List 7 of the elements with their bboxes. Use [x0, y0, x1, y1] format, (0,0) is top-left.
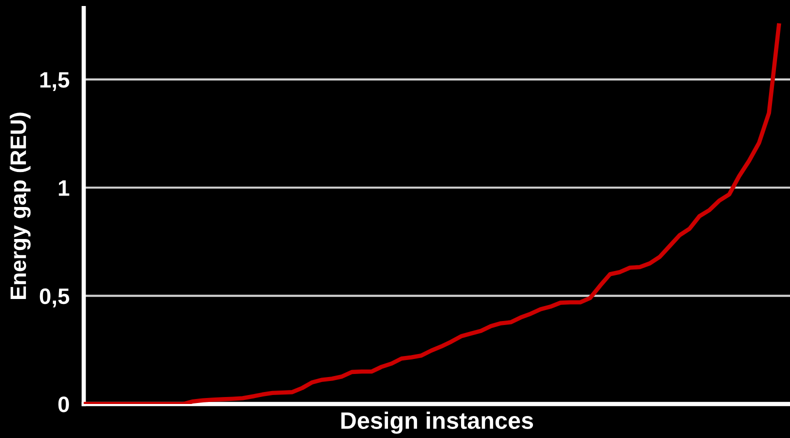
y-axis-title: Energy gap (REU) — [10, 112, 31, 299]
y-tick-label: 1,5 — [40, 72, 70, 91]
line-series — [84, 23, 781, 404]
x-axis-title: Design instances — [341, 412, 534, 434]
y-tick-label: 0 — [58, 396, 69, 412]
y-tick-label: 0,5 — [40, 288, 70, 308]
y-tick-label: 1 — [58, 180, 70, 196]
